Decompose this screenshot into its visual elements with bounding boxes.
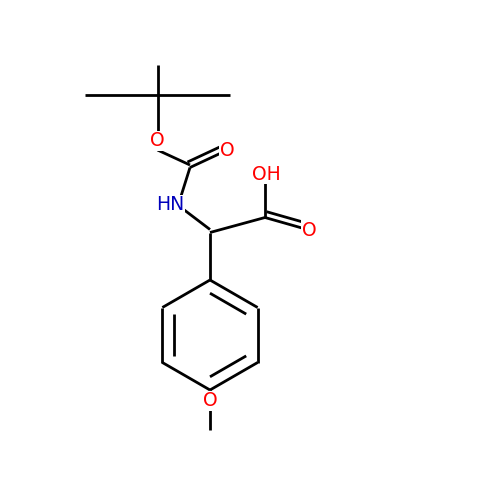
- Text: O: O: [302, 220, 316, 240]
- Text: OH: OH: [252, 164, 281, 184]
- Text: O: O: [220, 140, 235, 160]
- Text: O: O: [202, 392, 218, 410]
- Text: HN: HN: [156, 196, 184, 214]
- Text: O: O: [150, 132, 165, 150]
